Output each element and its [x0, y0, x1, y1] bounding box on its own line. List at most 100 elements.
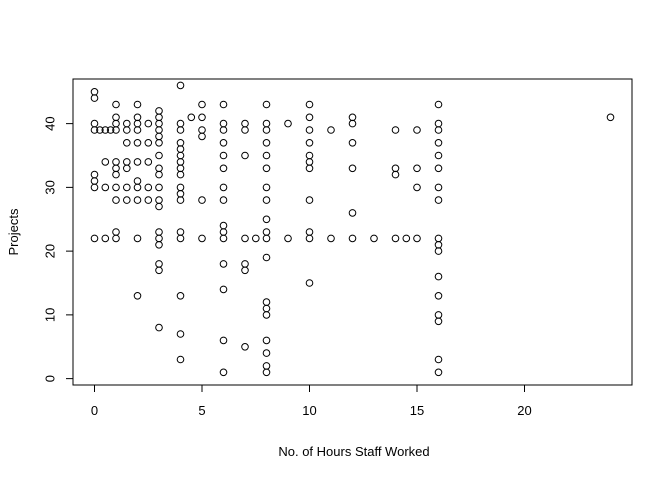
data-point-57: [155, 183, 163, 192]
data-point-102: [219, 285, 228, 294]
y-tick-label-20: 20: [42, 244, 57, 258]
data-point-152: [348, 234, 357, 243]
data-point-147: [348, 113, 357, 122]
data-point-67: [176, 119, 185, 128]
data-point-146: [327, 234, 335, 243]
data-point-66: [176, 81, 185, 90]
data-point-65: [155, 323, 163, 332]
data-point-7: [90, 234, 99, 243]
data-point-15: [112, 113, 120, 122]
data-point-138: [305, 151, 314, 160]
data-point-119: [262, 183, 271, 192]
data-point-118: [262, 164, 271, 173]
data-point-176: [434, 311, 443, 319]
data-point-26: [123, 126, 131, 134]
data-point-93: [219, 139, 228, 147]
y-tick-label-0: 0: [42, 375, 57, 382]
data-point-19: [112, 164, 120, 173]
data-point-71: [176, 151, 185, 160]
data-point-31: [123, 196, 131, 204]
data-point-36: [133, 139, 142, 147]
data-point-13: [106, 126, 115, 134]
data-point-165: [434, 126, 443, 134]
data-point-169: [434, 183, 443, 192]
data-point-64: [155, 266, 163, 275]
data-point-103: [219, 336, 228, 345]
data-point-140: [305, 164, 314, 173]
data-point-156: [391, 170, 400, 179]
data-point-44: [144, 139, 153, 147]
data-point-81: [176, 330, 185, 338]
data-point-127: [262, 311, 271, 319]
data-points: [90, 81, 615, 377]
data-point-60: [155, 228, 163, 236]
data-point-92: [219, 126, 228, 134]
data-point-117: [262, 151, 271, 160]
data-point-120: [262, 196, 271, 204]
data-point-172: [434, 241, 443, 249]
data-point-41: [133, 234, 142, 243]
data-point-40: [133, 196, 142, 204]
data-point-77: [176, 196, 185, 204]
data-point-30: [123, 183, 131, 192]
data-point-99: [219, 228, 228, 236]
data-point-45: [144, 158, 153, 166]
data-point-98: [219, 221, 228, 230]
data-point-54: [155, 151, 163, 160]
data-point-56: [155, 170, 163, 179]
x-tick-label-15: 15: [410, 403, 424, 418]
data-point-101: [219, 260, 228, 268]
data-point-16: [112, 119, 120, 128]
data-point-28: [123, 158, 131, 166]
y-tick-label-30: 30: [42, 180, 57, 194]
data-point-61: [155, 234, 163, 243]
data-point-155: [391, 164, 400, 173]
data-point-161: [413, 183, 421, 192]
data-point-109: [241, 260, 249, 268]
data-point-179: [434, 368, 443, 377]
data-point-73: [176, 164, 185, 173]
data-point-142: [305, 228, 314, 236]
data-point-175: [434, 292, 443, 300]
data-point-141: [305, 196, 314, 204]
data-point-129: [262, 349, 271, 357]
data-point-4: [90, 170, 99, 179]
data-point-148: [348, 119, 357, 128]
data-point-88: [198, 196, 206, 204]
data-point-158: [402, 234, 411, 243]
data-point-12: [101, 234, 110, 243]
data-point-43: [144, 119, 153, 128]
y-axis-title: Projects: [6, 208, 21, 255]
data-point-96: [219, 183, 228, 192]
data-point-149: [348, 139, 357, 147]
data-point-157: [391, 234, 400, 243]
data-point-24: [112, 234, 120, 243]
data-point-20: [112, 170, 120, 179]
data-point-58: [155, 196, 163, 204]
data-point-5: [90, 177, 99, 185]
data-point-107: [241, 151, 249, 160]
data-point-70: [176, 145, 185, 153]
data-point-76: [176, 190, 185, 198]
data-point-62: [155, 241, 163, 249]
data-point-42: [133, 292, 142, 300]
data-point-83: [187, 113, 196, 122]
data-point-78: [176, 228, 185, 236]
data-point-136: [305, 126, 314, 134]
data-point-55: [155, 164, 163, 173]
data-point-137: [305, 139, 314, 147]
data-point-23: [112, 228, 120, 236]
data-point-167: [434, 151, 443, 160]
data-point-131: [262, 368, 271, 377]
data-point-154: [391, 126, 400, 134]
data-point-51: [155, 126, 163, 134]
data-point-135: [305, 113, 314, 122]
data-point-170: [434, 196, 443, 204]
y-axis: 0 10 20 30 40: [42, 116, 74, 382]
data-point-2: [90, 119, 99, 128]
data-point-174: [434, 272, 443, 281]
plot-frame: [72, 78, 633, 386]
data-point-69: [176, 139, 185, 147]
data-point-139: [305, 158, 314, 166]
